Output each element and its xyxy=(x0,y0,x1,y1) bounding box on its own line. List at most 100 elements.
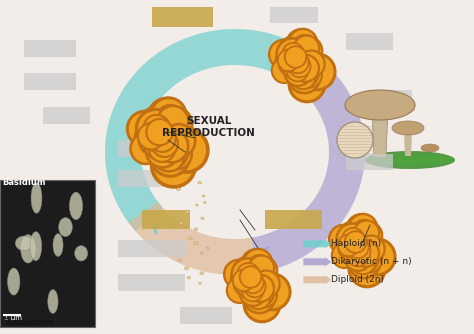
Ellipse shape xyxy=(21,234,36,263)
Circle shape xyxy=(252,282,277,308)
Ellipse shape xyxy=(194,228,198,230)
Circle shape xyxy=(138,123,164,149)
Circle shape xyxy=(242,270,278,306)
FancyArrow shape xyxy=(303,257,331,266)
Circle shape xyxy=(235,261,258,284)
Circle shape xyxy=(144,133,172,161)
Ellipse shape xyxy=(176,187,181,191)
Circle shape xyxy=(245,264,267,287)
Text: SEXUAL
REPRODUCTION: SEXUAL REPRODUCTION xyxy=(162,116,255,138)
Circle shape xyxy=(139,122,167,150)
Circle shape xyxy=(135,119,171,154)
Circle shape xyxy=(241,259,269,288)
Circle shape xyxy=(280,45,316,81)
Bar xyxy=(24,40,76,57)
Bar xyxy=(0,180,95,327)
Circle shape xyxy=(343,242,365,266)
Circle shape xyxy=(249,265,274,291)
Bar xyxy=(270,7,318,23)
Circle shape xyxy=(347,235,383,271)
Polygon shape xyxy=(372,110,388,157)
Circle shape xyxy=(345,244,372,271)
Circle shape xyxy=(248,264,271,287)
Circle shape xyxy=(130,133,161,164)
Circle shape xyxy=(353,221,382,250)
Bar xyxy=(346,154,393,170)
Circle shape xyxy=(277,38,308,70)
Circle shape xyxy=(293,45,319,70)
Circle shape xyxy=(247,275,274,302)
Circle shape xyxy=(287,29,315,58)
Circle shape xyxy=(248,269,273,294)
Ellipse shape xyxy=(188,237,192,240)
Circle shape xyxy=(343,233,366,256)
Ellipse shape xyxy=(198,181,201,184)
Bar xyxy=(43,107,90,124)
Circle shape xyxy=(291,64,316,89)
Circle shape xyxy=(338,234,365,262)
Ellipse shape xyxy=(365,151,455,169)
FancyArrow shape xyxy=(303,275,331,284)
Circle shape xyxy=(227,278,252,303)
Bar xyxy=(118,170,185,187)
Circle shape xyxy=(283,43,306,66)
Circle shape xyxy=(281,43,310,72)
Ellipse shape xyxy=(206,247,209,249)
Circle shape xyxy=(283,58,306,81)
Circle shape xyxy=(299,54,335,90)
Circle shape xyxy=(299,52,322,75)
Text: Basidiospore: Basidiospore xyxy=(4,318,53,327)
Circle shape xyxy=(244,286,280,322)
Circle shape xyxy=(282,49,313,81)
Circle shape xyxy=(157,107,192,142)
Circle shape xyxy=(128,111,163,146)
Circle shape xyxy=(287,52,310,75)
Circle shape xyxy=(347,245,368,267)
Circle shape xyxy=(151,138,190,176)
Circle shape xyxy=(147,110,182,145)
Circle shape xyxy=(337,122,373,158)
Ellipse shape xyxy=(201,217,204,220)
Circle shape xyxy=(142,127,177,162)
Circle shape xyxy=(340,222,363,245)
Circle shape xyxy=(283,43,304,64)
Circle shape xyxy=(359,237,382,260)
Circle shape xyxy=(297,62,322,88)
Circle shape xyxy=(289,66,325,102)
Circle shape xyxy=(160,117,188,145)
Circle shape xyxy=(162,124,195,157)
Circle shape xyxy=(283,57,305,79)
Ellipse shape xyxy=(392,121,424,135)
Circle shape xyxy=(347,236,369,258)
Circle shape xyxy=(157,137,188,168)
Circle shape xyxy=(280,37,303,60)
Circle shape xyxy=(356,233,378,256)
Circle shape xyxy=(269,40,298,69)
Circle shape xyxy=(150,123,193,167)
Circle shape xyxy=(249,281,274,306)
Circle shape xyxy=(137,110,175,148)
Circle shape xyxy=(242,249,270,278)
Circle shape xyxy=(242,270,265,293)
Circle shape xyxy=(253,271,280,298)
Circle shape xyxy=(287,50,323,86)
Ellipse shape xyxy=(365,154,455,166)
Circle shape xyxy=(293,35,316,58)
Circle shape xyxy=(244,249,272,278)
Circle shape xyxy=(343,242,365,264)
Circle shape xyxy=(347,235,370,258)
Circle shape xyxy=(278,49,300,71)
Circle shape xyxy=(240,256,264,279)
Circle shape xyxy=(246,284,271,309)
Circle shape xyxy=(156,122,187,153)
Circle shape xyxy=(157,118,188,149)
Circle shape xyxy=(279,49,302,72)
Circle shape xyxy=(149,126,177,154)
Circle shape xyxy=(254,274,290,310)
Circle shape xyxy=(282,53,310,81)
Circle shape xyxy=(340,225,363,248)
Circle shape xyxy=(142,125,168,151)
Circle shape xyxy=(359,239,395,275)
Circle shape xyxy=(140,123,168,151)
Circle shape xyxy=(236,271,257,293)
